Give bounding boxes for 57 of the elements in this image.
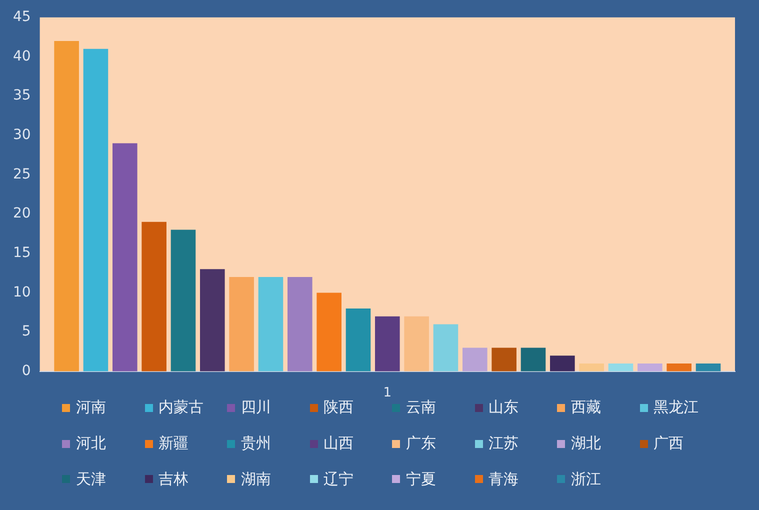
legend-label: 青海 bbox=[488, 470, 518, 489]
bar bbox=[288, 277, 312, 372]
bar bbox=[492, 348, 516, 372]
bar bbox=[550, 356, 575, 372]
y-tick-label: 45 bbox=[12, 9, 31, 26]
legend-label: 云南 bbox=[406, 398, 436, 418]
legend-label: 宁夏 bbox=[406, 470, 436, 489]
legend-label: 内蒙古 bbox=[158, 398, 204, 418]
legend-label: 广东 bbox=[406, 434, 436, 454]
bar bbox=[696, 364, 721, 372]
bar bbox=[229, 277, 254, 372]
legend-label: 新疆 bbox=[158, 434, 188, 454]
y-tick-label: 15 bbox=[12, 245, 31, 262]
bar bbox=[346, 308, 371, 372]
x-tick-label: 1 bbox=[383, 386, 392, 401]
y-tick-label: 20 bbox=[12, 206, 31, 222]
legend-label: 西藏 bbox=[571, 398, 601, 418]
y-tick-label: 25 bbox=[12, 166, 31, 182]
bar bbox=[579, 364, 604, 372]
legend-label: 湖北 bbox=[571, 434, 601, 454]
legend-label: 四川 bbox=[241, 398, 271, 418]
legend-label: 浙江 bbox=[571, 470, 601, 489]
y-tick-label: 10 bbox=[12, 284, 31, 300]
bar bbox=[666, 364, 692, 372]
legend-label: 山西 bbox=[324, 434, 354, 454]
legend-label: 湖南 bbox=[241, 470, 271, 489]
y-tick-label: 35 bbox=[12, 88, 31, 104]
y-tick-label: 0 bbox=[22, 363, 31, 380]
bar bbox=[375, 316, 400, 372]
bar bbox=[608, 364, 634, 372]
legend-label: 陕西 bbox=[324, 398, 354, 418]
legend-label: 河北 bbox=[76, 434, 106, 454]
legend-label: 天津 bbox=[76, 470, 106, 489]
bar bbox=[258, 277, 284, 372]
y-tick-label: 40 bbox=[12, 48, 31, 64]
legend-label: 黑龙江 bbox=[654, 398, 698, 418]
bar bbox=[142, 222, 166, 372]
bar bbox=[316, 292, 342, 372]
legend-label: 广西 bbox=[654, 434, 684, 454]
legend-label: 江苏 bbox=[488, 434, 518, 454]
bar bbox=[433, 324, 458, 372]
bar bbox=[520, 348, 546, 372]
legend-label: 辽宁 bbox=[324, 470, 354, 489]
bar bbox=[200, 269, 225, 372]
bar bbox=[54, 41, 79, 372]
y-tick-label: 30 bbox=[12, 127, 31, 144]
bar bbox=[404, 316, 429, 372]
legend-label: 贵州 bbox=[241, 434, 271, 454]
legend-label: 河南 bbox=[76, 398, 106, 418]
bar bbox=[170, 230, 196, 372]
bar bbox=[462, 348, 488, 372]
legend-label: 山东 bbox=[488, 398, 518, 418]
bar bbox=[112, 143, 138, 372]
y-tick-label: 5 bbox=[22, 324, 31, 340]
bar bbox=[83, 48, 108, 372]
bar bbox=[638, 364, 662, 372]
legend-label: 吉林 bbox=[158, 470, 188, 489]
